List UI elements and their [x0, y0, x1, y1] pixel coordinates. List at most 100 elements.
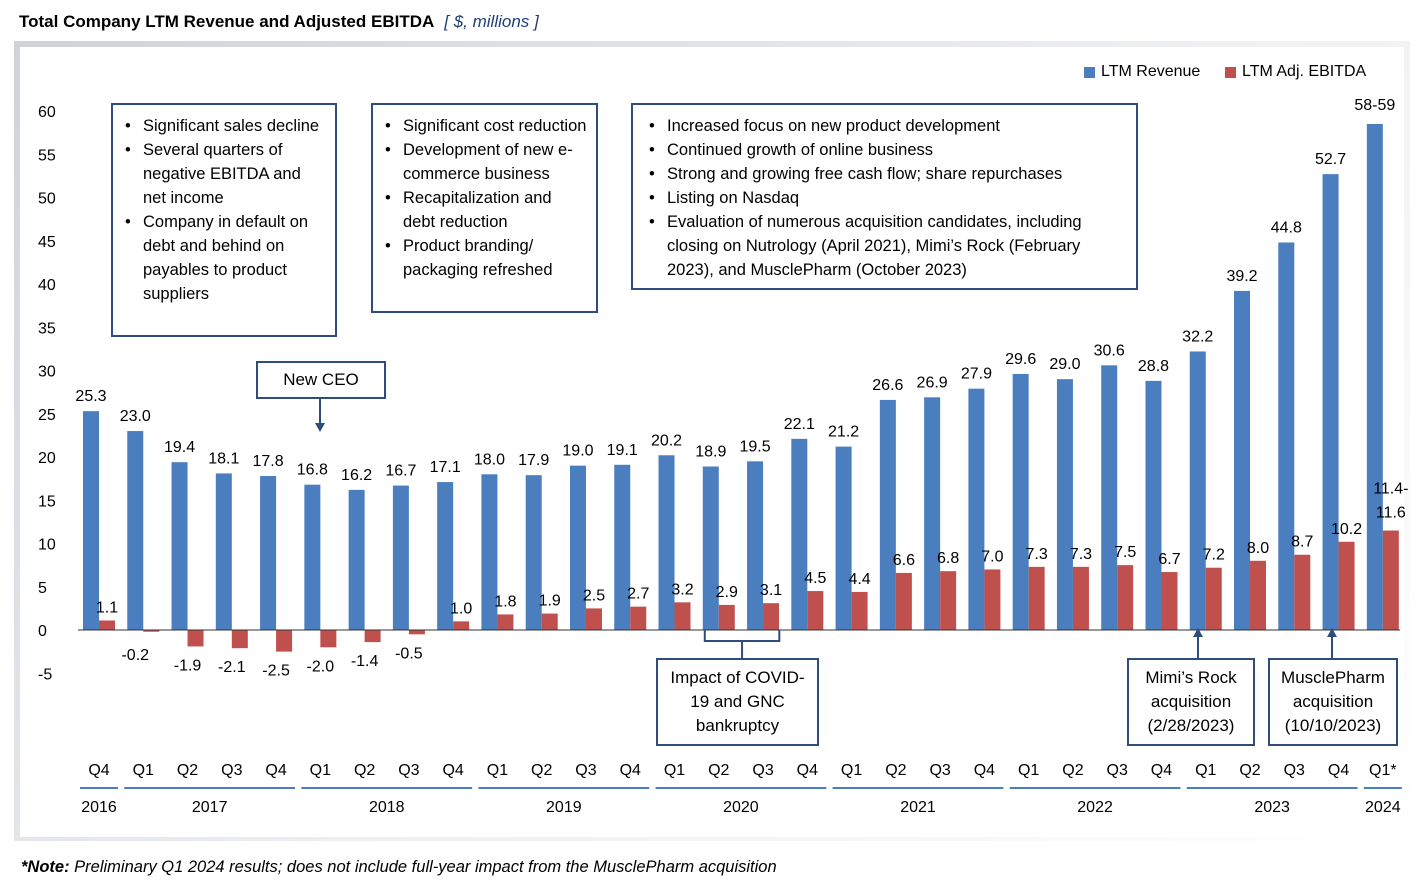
x-quarter-label: Q2 [1239, 762, 1260, 779]
note-item: Increased focus on new product developme… [645, 114, 1128, 138]
note-item: Strong and growing free cash flow; share… [645, 162, 1128, 186]
x-quarter-label: Q1 [487, 762, 508, 779]
year-label: 2019 [546, 799, 582, 816]
revenue-data-label: 16.8 [297, 462, 328, 479]
ebitda-bar [497, 614, 514, 630]
ebitda-bar [99, 620, 115, 630]
ebitda-bar [1205, 567, 1222, 630]
ebitda-bar [1028, 566, 1045, 630]
ebitda-bar [364, 630, 381, 643]
x-quarter-label: Q1* [1369, 762, 1397, 779]
y-tick-label: 55 [38, 147, 56, 164]
y-tick-label: 5 [38, 580, 47, 597]
revenue-data-label: 17.1 [430, 459, 461, 476]
revenue-bar [879, 399, 896, 630]
year-label: 2020 [723, 799, 759, 816]
revenue-bar [392, 485, 409, 630]
revenue-data-label: 29.6 [1005, 351, 1036, 368]
arrow-head [1193, 628, 1203, 637]
ebitda-bar [320, 630, 337, 648]
note-item: Several quarters of negative EBITDA and … [121, 138, 325, 210]
revenue-bar [614, 464, 631, 630]
revenue-data-label: 27.9 [961, 366, 992, 383]
revenue-bar [304, 484, 321, 630]
ebitda-data-label: 7.5 [1114, 544, 1136, 561]
x-quarter-label: Q4 [974, 762, 995, 779]
ebitda-bar [674, 602, 691, 630]
x-quarter-label: Q4 [620, 762, 641, 779]
chart-title: Total Company LTM Revenue and Adjusted E… [19, 12, 435, 31]
revenue-bar [569, 465, 586, 630]
revenue-bar [437, 482, 454, 630]
arrow-head [1327, 628, 1337, 637]
x-quarter-label: Q1 [310, 762, 331, 779]
revenue-bar [1189, 351, 1206, 630]
ebitda-bar [763, 603, 780, 630]
revenue-data-label: 22.1 [784, 416, 815, 433]
ebitda-bar [1382, 530, 1399, 630]
ebitda-data-label: 8.0 [1247, 540, 1269, 557]
legend-ebitda-label: LTM Adj. EBITDA [1242, 63, 1367, 80]
revenue-data-label: 18.0 [474, 451, 505, 468]
revenue-data-label: 19.0 [562, 443, 593, 460]
y-tick-label: 40 [38, 277, 56, 294]
ebitda-data-label: 3.2 [671, 581, 693, 598]
revenue-data-label: 28.8 [1138, 358, 1169, 375]
x-quarter-label: Q1 [841, 762, 862, 779]
note-box-2016-2017: Significant sales decline Several quarte… [111, 103, 337, 337]
note-item: Development of new e-commerce business [381, 138, 588, 186]
revenue-data-label: 19.1 [607, 442, 638, 459]
revenue-bar [924, 397, 941, 630]
revenue-bar [171, 462, 188, 630]
covid-bracket [703, 630, 781, 642]
y-tick-label: 30 [38, 364, 56, 381]
note-item: Product branding/ packaging refreshed [381, 234, 588, 282]
y-tick-label: 50 [38, 191, 56, 208]
revenue-data-label: 39.2 [1226, 268, 1257, 285]
ebitda-bar [851, 591, 868, 630]
chart-title-row: Total Company LTM Revenue and Adjusted E… [19, 12, 539, 32]
revenue-data-label: 23.0 [120, 408, 151, 425]
mimis-rock-callout: Mimi’s Rock acquisition (2/28/2023) [1127, 658, 1255, 746]
x-quarter-label: Q4 [797, 762, 818, 779]
revenue-data-label: 18.1 [208, 450, 239, 467]
ebitda-bar [1338, 541, 1355, 630]
ebitda-data-label: -1.9 [174, 657, 202, 674]
x-quarter-label: Q1 [664, 762, 685, 779]
ebitda-bar [408, 630, 425, 635]
ebitda-data-label: 1.9 [539, 593, 561, 610]
revenue-data-label: 29.0 [1049, 356, 1080, 373]
revenue-bar [1234, 290, 1251, 630]
legend-revenue: LTM Revenue [1084, 63, 1200, 81]
note-item: Significant cost reduction [381, 114, 588, 138]
ebitda-data-label: 1.8 [494, 593, 516, 610]
x-quarter-label: Q4 [1151, 762, 1172, 779]
year-label: 2024 [1365, 799, 1401, 816]
x-quarter-label: Q2 [885, 762, 906, 779]
ebitda-data-label: -0.5 [395, 645, 423, 662]
x-quarter-label: Q2 [531, 762, 552, 779]
y-tick-label: 35 [38, 320, 56, 337]
revenue-data-label: 32.2 [1182, 328, 1213, 345]
x-quarter-label: Q1 [1195, 762, 1216, 779]
ebitda-bar [807, 591, 824, 630]
note-box-2020-2023: Increased focus on new product developme… [631, 103, 1138, 290]
revenue-bar [1366, 123, 1383, 630]
ebitda-data-label: 11.4- [1373, 481, 1408, 498]
revenue-bar [481, 474, 498, 630]
covid-impact-callout: Impact of COVID-19 and GNC bankruptcy [656, 658, 819, 746]
revenue-bar [702, 466, 719, 630]
ebitda-data-label: 3.1 [760, 582, 782, 599]
revenue-bar [1145, 380, 1162, 630]
x-quarter-label: Q3 [1107, 762, 1128, 779]
ebitda-data-label: 7.3 [1026, 546, 1048, 563]
ebitda-data-label: -2.5 [262, 663, 290, 680]
legend-revenue-label: LTM Revenue [1101, 63, 1201, 80]
ebitda-data-label: 2.9 [716, 584, 738, 601]
revenue-bar [791, 438, 808, 630]
ebitda-data-label: 6.8 [937, 550, 959, 567]
x-quarter-label: Q1 [133, 762, 154, 779]
revenue-bar [1012, 373, 1029, 630]
revenue-bar [525, 475, 542, 630]
